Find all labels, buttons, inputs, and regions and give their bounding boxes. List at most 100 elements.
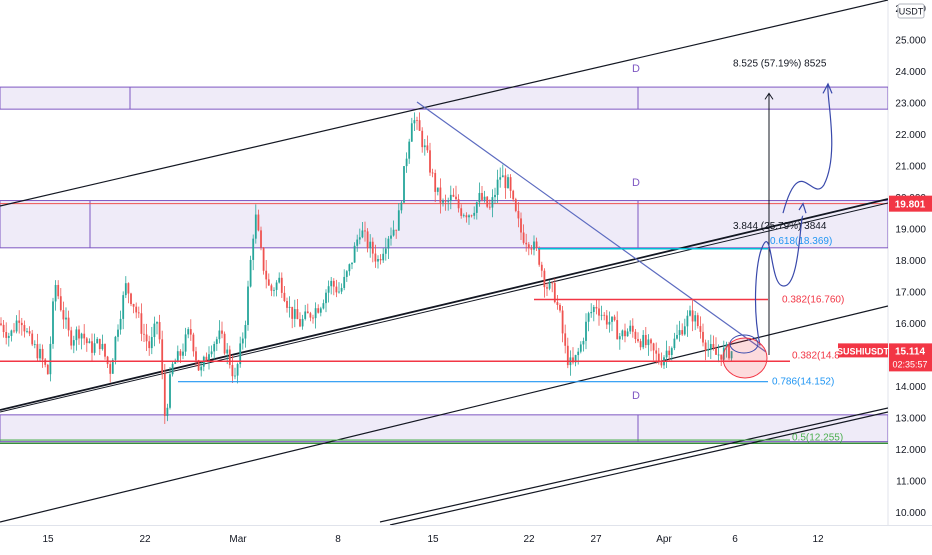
candle-body (231, 364, 234, 377)
candle-body (343, 276, 346, 288)
candle-body (439, 187, 442, 203)
candle-body (278, 277, 281, 283)
candle-body (696, 315, 699, 327)
candle-body (275, 282, 278, 290)
candle-body (603, 314, 606, 316)
candle-body (88, 341, 91, 344)
candle-body (660, 362, 663, 366)
y-tick-label: 17.000 (895, 287, 926, 298)
candle-body (631, 325, 634, 332)
candle-body (221, 330, 223, 334)
candle-body (239, 343, 242, 365)
candle-body (309, 313, 312, 318)
candle-body (522, 232, 525, 243)
candle-body (590, 312, 593, 314)
candle-body (564, 333, 567, 346)
trend-line (0, 198, 888, 411)
candle-body (585, 321, 587, 341)
candle-body (392, 229, 395, 236)
candle-body (509, 177, 512, 191)
zone-marker-d: D (632, 177, 640, 189)
candle-body (715, 348, 717, 355)
candle-body (98, 338, 101, 350)
candle-body (62, 310, 65, 320)
y-tick-label: 25.000 (895, 35, 926, 46)
candle-body (390, 235, 392, 239)
candle-body (465, 215, 468, 218)
candle-body (629, 325, 632, 332)
candle-body (579, 344, 582, 352)
candle-body (317, 308, 320, 313)
candle-body (702, 331, 704, 343)
candle-body (553, 283, 556, 303)
y-tick-label: 21.000 (895, 161, 926, 172)
symbol-badge-label: SUSHIUSDT (837, 346, 890, 356)
candle-body (234, 375, 236, 377)
candle-body (637, 339, 639, 342)
candle-body (624, 330, 626, 337)
candle-body (265, 270, 268, 280)
y-tick-label: 18.000 (895, 256, 926, 267)
candle-body (306, 311, 309, 314)
candle-body (514, 199, 517, 211)
candle-body (78, 329, 80, 339)
candle-body (244, 324, 247, 339)
candle-body (260, 230, 262, 248)
candle-body (371, 241, 374, 254)
x-tick-label: 8 (335, 534, 341, 545)
candle-body (148, 341, 151, 349)
symbol-badge (838, 343, 888, 358)
candle-body (683, 326, 686, 335)
measure-top-label: 8.525 (57.19%) 8525 (733, 59, 827, 70)
candle-body (657, 353, 660, 363)
candle-body (124, 283, 127, 296)
candle-body (468, 215, 470, 218)
candle-body (104, 343, 106, 357)
candle-body (709, 344, 712, 350)
measure-arrow-head (764, 92, 774, 100)
candle-body (712, 344, 715, 349)
candle-body (720, 354, 723, 360)
candle-body (205, 356, 208, 361)
candle-body (574, 355, 577, 363)
candle-body (75, 329, 78, 341)
candle-body (429, 150, 431, 173)
candle-body (436, 187, 439, 192)
downtrend-line (416, 101, 767, 353)
candle-body (101, 343, 104, 350)
candle-body (5, 332, 8, 338)
zone-marker-d: D (632, 390, 640, 402)
candle-body (189, 329, 192, 335)
candle-body (145, 334, 148, 342)
candle-body (140, 313, 143, 334)
candle-body (59, 296, 62, 311)
candle-body (728, 344, 730, 359)
candle-body (257, 214, 260, 231)
candle-body (387, 238, 390, 249)
y-tick-label: 10.000 (895, 508, 926, 519)
level-price-badge-label: 19.801 (895, 200, 926, 211)
x-tick-label: 15 (427, 534, 439, 545)
projection-arrow-head (798, 202, 807, 214)
candle-body (83, 333, 86, 339)
y-tick-label: 24.000 (895, 67, 926, 78)
candle-body (442, 200, 444, 203)
candle-body (132, 304, 135, 307)
candle-body (36, 344, 39, 359)
candle-body (694, 315, 697, 322)
candle-body (366, 231, 369, 249)
candle-body (283, 292, 286, 302)
candle-body (447, 200, 450, 202)
candle-body (655, 350, 658, 354)
candle-body (421, 130, 424, 148)
candle-body (608, 321, 611, 325)
candle-body (486, 196, 489, 207)
candle-body (681, 330, 684, 335)
candle-body (566, 345, 569, 366)
candle-body (650, 339, 652, 344)
candle-body (361, 230, 364, 238)
candle-body (210, 351, 213, 355)
candle-body (10, 330, 13, 336)
